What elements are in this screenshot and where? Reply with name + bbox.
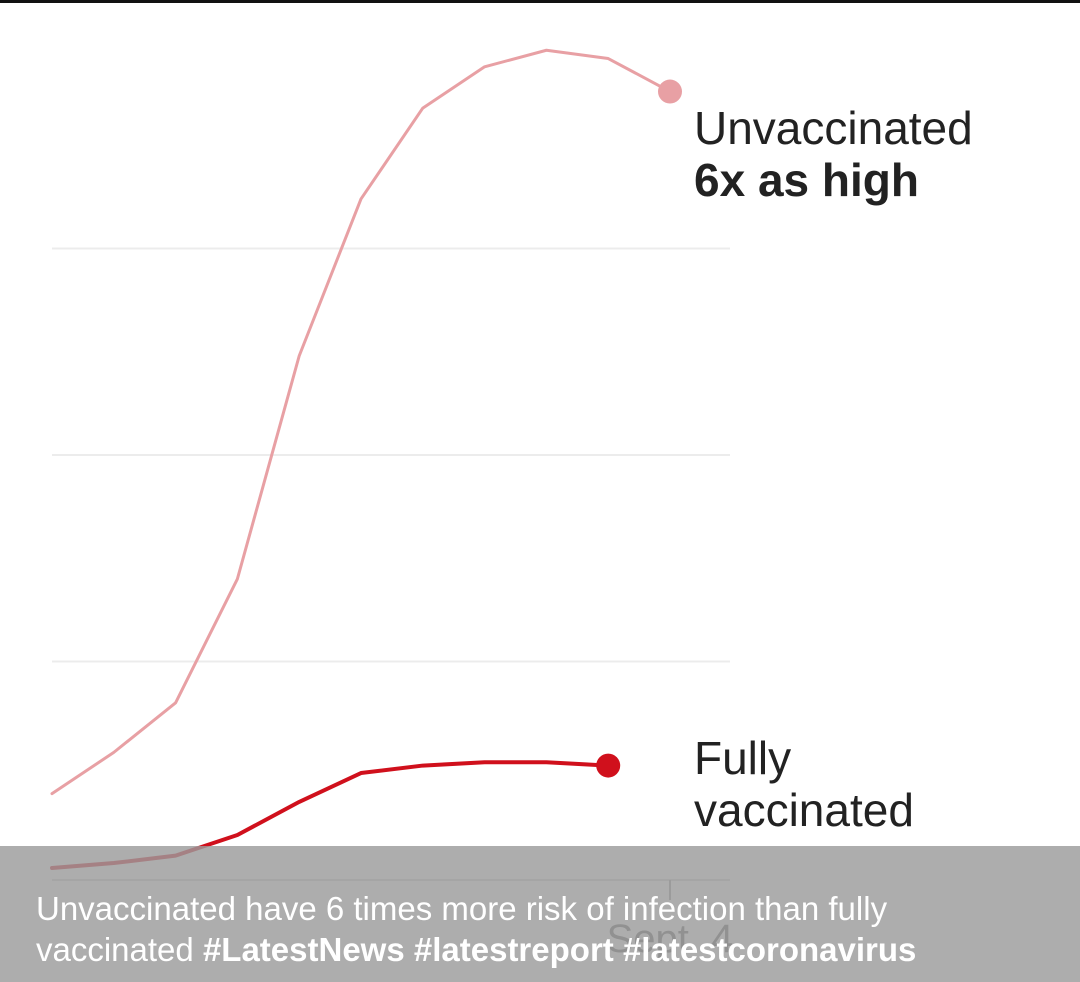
top-border [0, 0, 1080, 3]
hashtag-latestnews[interactable]: #LatestNews [202, 931, 405, 968]
caption-sentence: Unvaccinated have 6 times more risk of i… [36, 890, 888, 968]
caption-overlay: Unvaccinated have 6 times more risk of i… [0, 846, 1080, 982]
hashtag-latestcoronavirus[interactable]: #latestcoronavirus [622, 931, 917, 968]
unvaccinated-end-dot [658, 79, 682, 104]
hashtag-latestreport[interactable]: #latestreport [413, 931, 614, 968]
fully-vaccinated-end-dot [596, 753, 621, 778]
caption-text: Unvaccinated have 6 times more risk of i… [36, 888, 1044, 970]
gridlines [52, 247, 730, 663]
unvaccinated-label: Unvaccinated [694, 102, 973, 154]
unvaccinated-line [50, 48, 672, 796]
fully-vaccinated-label-line2: vaccinated [694, 784, 914, 836]
series-lines [50, 48, 682, 870]
fully-vaccinated-label-line1: Fully [694, 732, 791, 784]
unvaccinated-annotation: 6x as high [694, 154, 919, 206]
